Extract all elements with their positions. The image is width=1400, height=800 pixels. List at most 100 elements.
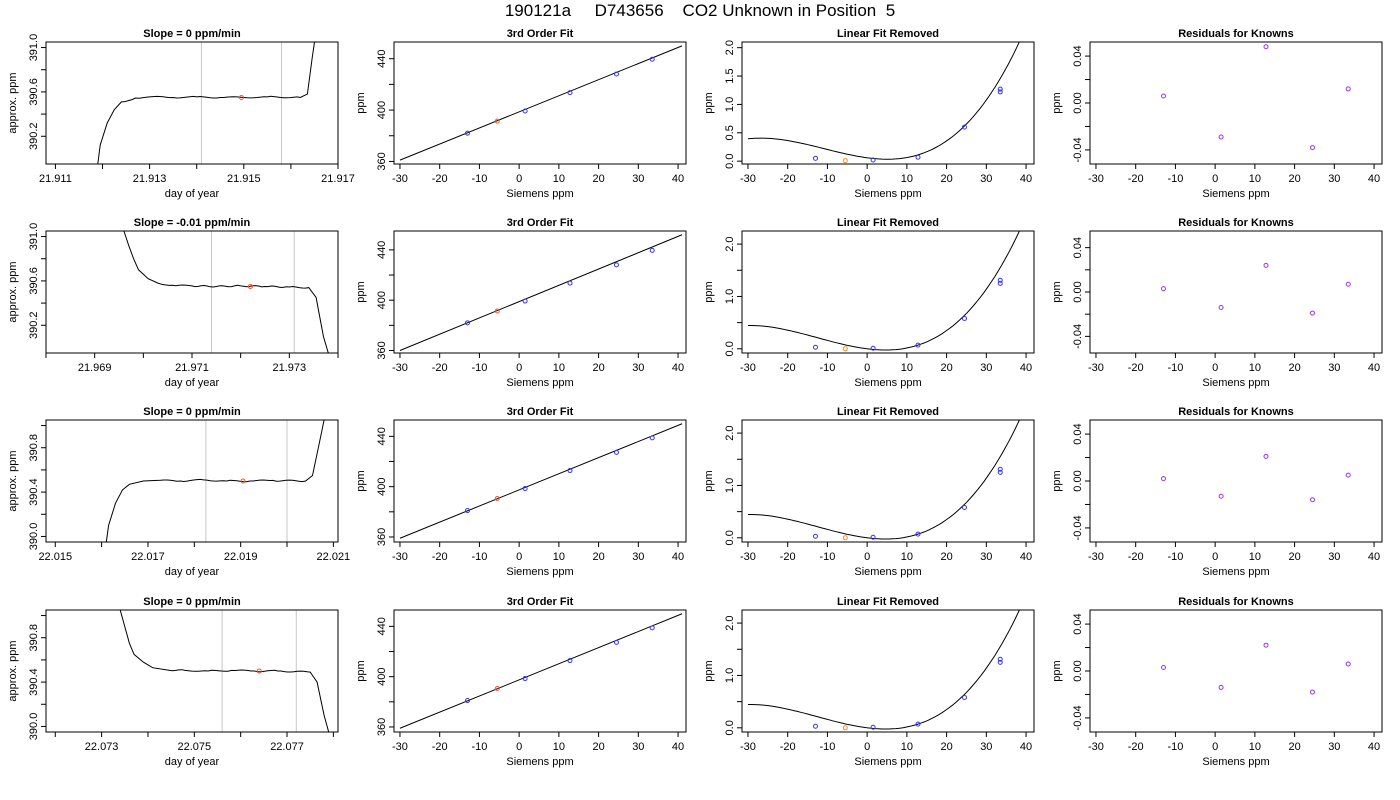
x-tick-label: 0 bbox=[516, 741, 522, 753]
x-tick-label: 40 bbox=[1020, 551, 1032, 563]
y-axis-label: ppm bbox=[1051, 470, 1063, 491]
x-tick-label: 10 bbox=[901, 173, 913, 185]
x-tick-label: 30 bbox=[980, 173, 992, 185]
known-point bbox=[997, 469, 1003, 475]
y-tick-label: 390.2 bbox=[28, 123, 40, 151]
unknown-marker bbox=[247, 283, 253, 289]
y-tick-label: 0.04 bbox=[1072, 613, 1084, 634]
x-axis-label: Siemens ppm bbox=[854, 188, 921, 200]
unknown-point bbox=[842, 535, 848, 541]
fit-curve bbox=[747, 42, 1020, 160]
x-tick-label: -10 bbox=[471, 551, 487, 563]
x-tick-label: 10 bbox=[553, 551, 565, 563]
y-tick-label: 0.0 bbox=[724, 341, 736, 356]
x-tick-label: 10 bbox=[1249, 551, 1261, 563]
unknown-marker bbox=[238, 94, 244, 100]
x-axis-label: Siemens ppm bbox=[1202, 756, 1269, 768]
known-point bbox=[812, 155, 818, 161]
panel-r2-c2: 3rd Order Fit -30 -20 -10 0 10 20 30 40 360 400 440… bbox=[355, 217, 687, 389]
x-tick-label: -20 bbox=[1128, 173, 1144, 185]
x-tick-label: 0 bbox=[1212, 362, 1218, 374]
y-axis-label: ppm bbox=[703, 660, 715, 681]
y-axis-label: ppm bbox=[703, 470, 715, 491]
known-point bbox=[464, 320, 470, 326]
y-tick-label: 0.5 bbox=[724, 125, 736, 140]
panel-title: Slope = 0 ppm/min bbox=[143, 28, 241, 40]
x-axis-label: Siemens ppm bbox=[854, 756, 921, 768]
y-tick-label: 1.0 bbox=[724, 97, 736, 112]
unknown-marker bbox=[256, 668, 262, 674]
known-point bbox=[997, 89, 1003, 95]
panel-r4-c3: Linear Fit Removed -30 -20 -10 0 10 20 30 40 0.0 1… bbox=[703, 596, 1035, 768]
y-tick-label: 2.0 bbox=[724, 615, 736, 630]
known-point bbox=[522, 108, 528, 114]
plot-area bbox=[748, 610, 1020, 731]
y-tick-label: 400 bbox=[376, 667, 388, 685]
x-tick-label: -20 bbox=[1128, 362, 1144, 374]
fit-line bbox=[399, 613, 683, 729]
panel-r4-c1: Slope = 0 ppm/min 22.073 22.075 22.077 390.0… bbox=[7, 596, 339, 768]
panel-r3-c2: 3rd Order Fit -30 -20 -10 0 10 20 30 40 360 400 440… bbox=[355, 406, 687, 578]
y-axis-label: ppm bbox=[1051, 281, 1063, 302]
y-tick-label: 2.0 bbox=[724, 236, 736, 251]
x-tick-label: 20 bbox=[940, 173, 952, 185]
x-tick-label: 0 bbox=[864, 741, 870, 753]
x-tick-label: 30 bbox=[632, 362, 644, 374]
x-tick-label: 20 bbox=[1288, 551, 1300, 563]
panel-r1-c2: 3rd Order Fit -30 -20 -10 0 10 20 30 40 360 400 440… bbox=[355, 28, 687, 200]
x-axis-label: Siemens ppm bbox=[854, 377, 921, 389]
x-tick-label: 20 bbox=[1288, 362, 1300, 374]
y-tick-label: 390.6 bbox=[28, 78, 40, 106]
x-tick-label: 20 bbox=[592, 741, 604, 753]
y-tick-label: 390.2 bbox=[28, 312, 40, 340]
y-tick-label: 1.0 bbox=[724, 668, 736, 683]
x-tick-label: 22.021 bbox=[317, 551, 351, 563]
y-tick-label: 400 bbox=[376, 477, 388, 495]
x-tick-label: -10 bbox=[819, 173, 835, 185]
known-point bbox=[567, 280, 573, 286]
x-tick-label: 21.911 bbox=[39, 173, 72, 185]
y-tick-label: 0.0 bbox=[724, 154, 736, 169]
x-axis-label: day of year bbox=[165, 377, 220, 389]
x-tick-label: -20 bbox=[432, 741, 448, 753]
y-tick-label: 0.00 bbox=[1072, 281, 1084, 302]
y-tick-label: 390.8 bbox=[28, 434, 40, 462]
x-tick-label: -30 bbox=[392, 741, 408, 753]
known-point bbox=[915, 342, 921, 348]
x-tick-label: 22.077 bbox=[270, 741, 304, 753]
y-axis-label: ppm bbox=[355, 281, 367, 302]
panel-r4-c2: 3rd Order Fit -30 -20 -10 0 10 20 30 40 360 400 440… bbox=[355, 596, 687, 768]
panel-title: Linear Fit Removed bbox=[837, 217, 939, 229]
x-tick-label: 40 bbox=[1368, 741, 1380, 753]
residual-point bbox=[1345, 86, 1351, 92]
x-tick-label: 30 bbox=[632, 173, 644, 185]
y-tick-label: -0.04 bbox=[1072, 515, 1084, 540]
x-tick-label: 0 bbox=[1212, 551, 1218, 563]
known-point bbox=[649, 56, 655, 62]
y-tick-label: 440 bbox=[376, 427, 388, 445]
residual-point bbox=[1160, 664, 1166, 670]
x-tick-label: -20 bbox=[432, 173, 448, 185]
residual-point bbox=[1218, 305, 1224, 311]
x-tick-label: 20 bbox=[592, 551, 604, 563]
y-tick-label: 400 bbox=[376, 101, 388, 119]
panel-r2-c3: Linear Fit Removed -30 -20 -10 0 10 20 30 40 0.0 1… bbox=[703, 217, 1035, 389]
residual-point bbox=[1263, 262, 1269, 268]
y-tick-label: 440 bbox=[376, 241, 388, 259]
known-point bbox=[812, 723, 818, 729]
x-tick-label: 10 bbox=[1249, 362, 1261, 374]
plot-frame bbox=[45, 609, 339, 733]
known-point bbox=[812, 533, 818, 539]
known-point bbox=[613, 262, 619, 268]
known-point bbox=[522, 676, 528, 682]
x-tick-label: 40 bbox=[672, 362, 684, 374]
plot-area bbox=[105, 420, 325, 542]
plot-area bbox=[399, 234, 683, 351]
x-tick-label: -20 bbox=[780, 741, 796, 753]
y-tick-label: 1.0 bbox=[724, 478, 736, 493]
x-axis-label: Siemens ppm bbox=[506, 188, 573, 200]
y-tick-label: 2.0 bbox=[724, 40, 736, 55]
y-tick-label: 400 bbox=[376, 291, 388, 309]
x-tick-label: 0 bbox=[516, 551, 522, 563]
